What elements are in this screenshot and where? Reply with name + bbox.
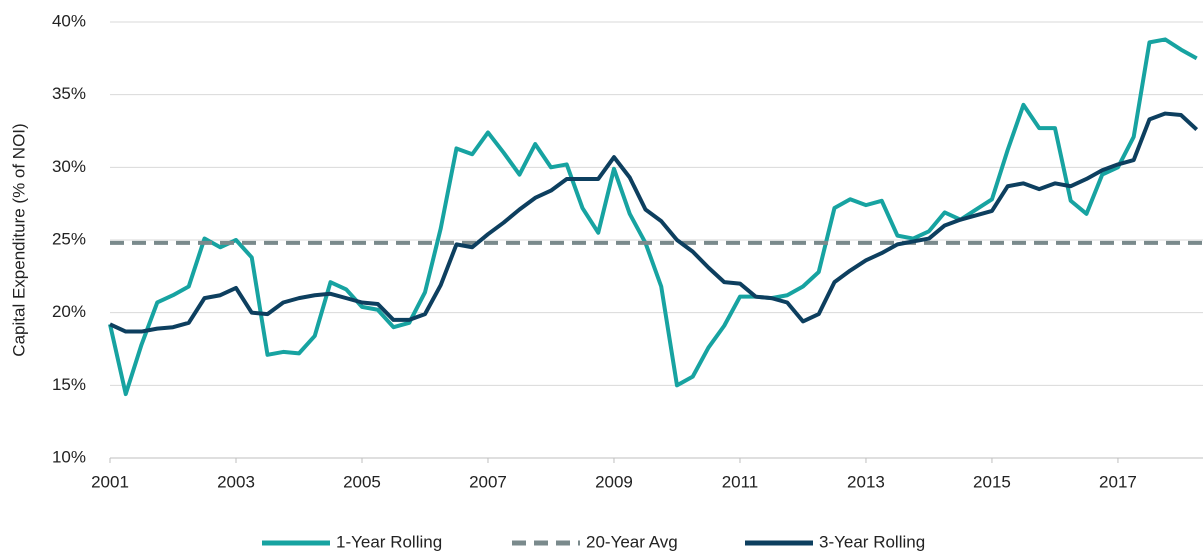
legend-label: 20-Year Avg <box>586 532 678 551</box>
y-tick-label: 20% <box>52 302 86 321</box>
y-tick-label: 25% <box>52 229 86 248</box>
x-tick-label: 2007 <box>469 472 507 491</box>
x-tick-label: 2015 <box>973 472 1011 491</box>
y-tick-label: 40% <box>52 11 86 30</box>
x-tick-label: 2011 <box>722 472 759 491</box>
x-tick-label: 2009 <box>595 472 633 491</box>
legend-label: 3-Year Rolling <box>819 532 925 551</box>
legend-label: 1-Year Rolling <box>336 532 442 551</box>
x-tick-label: 2003 <box>217 472 255 491</box>
x-tick-label: 2017 <box>1099 472 1137 491</box>
x-tick-label: 2013 <box>847 472 885 491</box>
series-line <box>109 111 1199 334</box>
y-tick-label: 15% <box>52 375 86 394</box>
y-axis-label: Capital Expenditure (% of NOI) <box>9 123 28 356</box>
y-tick-label: 30% <box>52 157 86 176</box>
y-tick-label: 35% <box>52 84 86 103</box>
x-tick-label: 2005 <box>343 472 381 491</box>
x-tick-label: 2001 <box>91 472 129 491</box>
plot-area <box>108 37 1203 397</box>
series-line <box>108 37 1198 397</box>
y-tick-label: 10% <box>52 447 86 466</box>
